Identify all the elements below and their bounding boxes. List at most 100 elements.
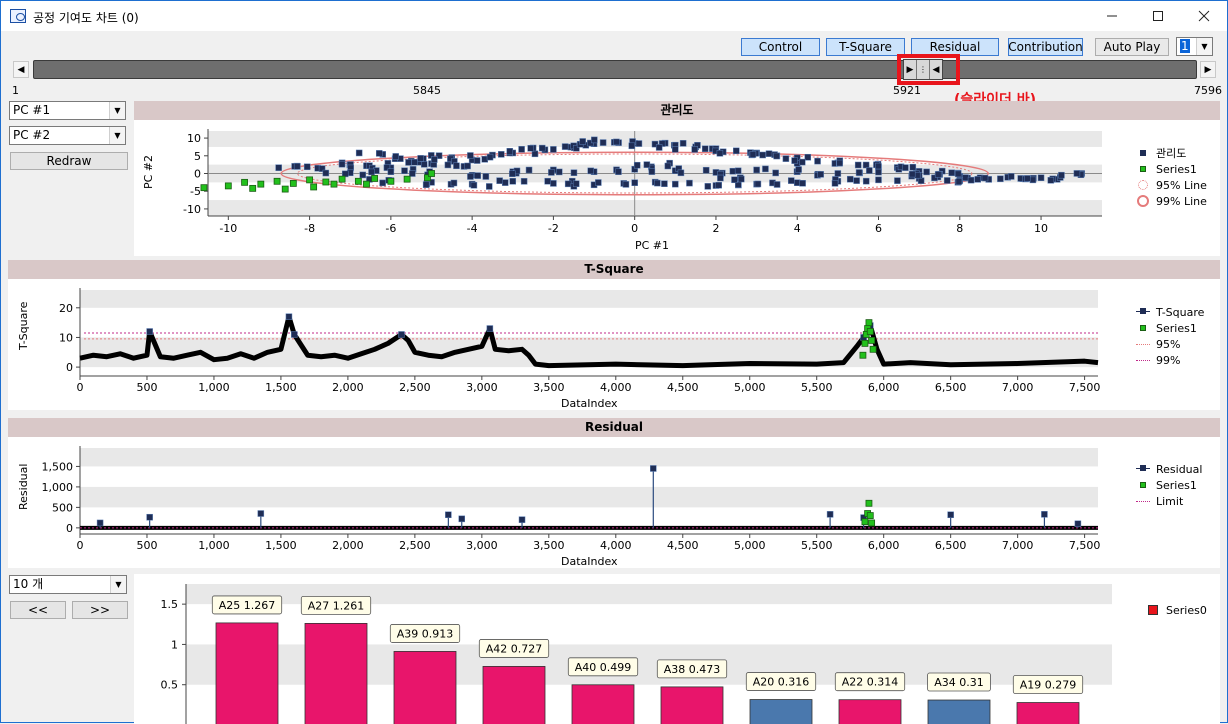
x-tick-label: 8: [956, 222, 963, 235]
scatter-point: [661, 180, 668, 187]
series1-point: [338, 175, 346, 183]
grid-band: [80, 290, 1098, 308]
y-tick-label: 1,000: [42, 481, 74, 494]
legend-item: T-Square: [1136, 304, 1204, 320]
legend-item: 95%: [1136, 336, 1204, 352]
y-axis-title: T-Square: [17, 301, 30, 350]
slider-track[interactable]: [33, 60, 1197, 79]
tsquare-point: [486, 325, 494, 332]
tsquare-point: [291, 331, 298, 338]
scatter-point: [846, 175, 854, 183]
series1-point: [371, 175, 379, 182]
contribution-button[interactable]: Contribution: [1008, 38, 1083, 56]
scatter-point: [496, 177, 503, 184]
x-axis-title: DataIndex: [561, 555, 618, 568]
residual-point: [650, 465, 657, 472]
scatter-point: [498, 151, 505, 158]
slider-thumb[interactable]: ▶ ⋮ ◀: [903, 59, 943, 80]
x-tick-label: 6,000: [868, 539, 900, 552]
y-tick-label: 0: [66, 361, 73, 374]
data-label-box: [1012, 675, 1084, 694]
scatter-point: [506, 148, 514, 155]
control-chart-panel: 관리도 -10 -8 -6 -4 -2 0 2 4 6 8 10 10 5 0 -5 -10 PC #2 PC…: [134, 101, 1220, 256]
slider-left-arrow[interactable]: ◀: [13, 61, 29, 78]
scatter-point: [338, 160, 346, 168]
bar: [927, 699, 991, 724]
grid-band: [208, 200, 1102, 216]
x-tick-label: 0: [77, 539, 84, 552]
chevron-down-icon: ▼: [110, 576, 126, 593]
scatter-point: [422, 181, 430, 188]
tsquare-panel: T-Square 0 500 1,000 1,500 2,000 2,500 3,000 3,…: [8, 260, 1220, 410]
x-tick-label: 0: [77, 381, 84, 394]
scatter-point: [383, 164, 391, 171]
data-label: A40 0.499: [575, 661, 632, 674]
x-tick-label: -4: [467, 222, 478, 235]
prev-button[interactable]: <<: [10, 601, 66, 619]
series1-point: [428, 170, 435, 177]
series1-point: [322, 178, 330, 186]
auto-play-button[interactable]: Auto Play: [1095, 38, 1169, 56]
scatter-point: [464, 162, 471, 170]
x-tick-label: 4,500: [667, 539, 699, 552]
legend-item: Residual: [1136, 461, 1202, 477]
data-label-box: [211, 595, 283, 615]
scatter-point: [303, 163, 311, 171]
control-button[interactable]: Control: [741, 38, 820, 56]
series1-point: [281, 185, 289, 193]
scatter-point: [411, 158, 418, 166]
slider-start-label: 1: [12, 84, 19, 97]
x-axis-title: PC #1: [635, 239, 670, 252]
scatter-point: [854, 161, 862, 169]
residual-point: [1074, 520, 1082, 528]
scatter-point: [615, 168, 622, 175]
scatter-point: [702, 166, 710, 174]
count-select[interactable]: 10 개 ▼: [9, 575, 127, 594]
scatter-point: [474, 172, 482, 179]
chevron-down-icon: ▼: [1196, 38, 1212, 55]
tsquare-button[interactable]: T-Square: [826, 38, 905, 56]
scatter-point: [1058, 171, 1065, 179]
scatter-point: [293, 163, 301, 170]
window-title: 공정 기여도 차트 (0): [33, 11, 139, 25]
close-button[interactable]: [1181, 1, 1227, 31]
residual-point: [947, 511, 954, 519]
pc-x-select[interactable]: PC #1 ▼: [9, 101, 126, 120]
scatter-point: [467, 173, 474, 180]
y-tick-label: 0: [194, 168, 201, 181]
y-tick-label: 1: [171, 638, 178, 651]
series1-point: [866, 512, 874, 519]
scatter-point: [538, 144, 546, 152]
series1-point: [869, 345, 877, 353]
maximize-button[interactable]: [1135, 1, 1181, 31]
minimize-button[interactable]: [1089, 1, 1135, 31]
scatter-point: [501, 179, 509, 186]
scatter-point: [733, 147, 740, 155]
pc-y-select[interactable]: PC #2 ▼: [9, 126, 126, 145]
slider-right-arrow[interactable]: ▶: [1200, 61, 1216, 78]
scatter-point: [417, 155, 424, 162]
series1-point: [865, 319, 873, 327]
y-tick-label: 1.5: [161, 598, 179, 611]
scatter-point: [1047, 177, 1055, 184]
data-label: A39 0.913: [397, 627, 454, 640]
page-select[interactable]: 1 ▼: [1176, 37, 1213, 56]
scatter-point: [862, 177, 870, 185]
scatter-point: [804, 153, 812, 161]
scatter-point: [962, 174, 969, 181]
series1-point: [861, 339, 869, 347]
scatter-point: [573, 144, 580, 152]
next-button[interactable]: >>: [72, 601, 128, 619]
scatter-point: [931, 174, 938, 182]
y-tick-label: 0: [66, 522, 73, 535]
x-tick-label: 6,500: [935, 539, 967, 552]
residual-legend: Residual Series1 Limit: [1136, 461, 1202, 509]
scatter-point: [431, 156, 438, 163]
x-tick-label: 2: [712, 222, 719, 235]
redraw-button[interactable]: Redraw: [10, 152, 128, 170]
scatter-point: [734, 167, 742, 175]
scatter-point: [917, 177, 925, 184]
scatter-point: [1029, 176, 1037, 184]
scatter-point: [677, 169, 685, 177]
scatter-point: [450, 179, 458, 187]
